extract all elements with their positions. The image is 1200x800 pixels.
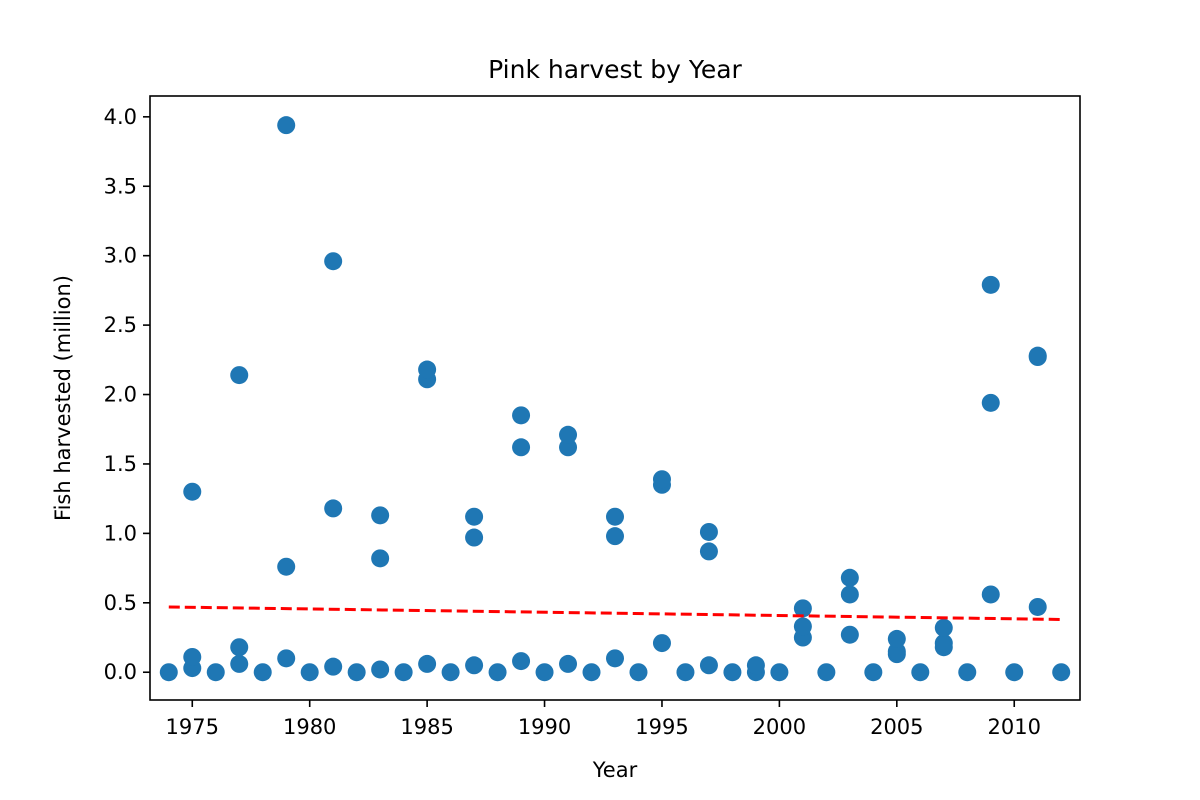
x-tick-label: 1975 — [166, 715, 219, 739]
data-point — [981, 585, 1000, 604]
data-point — [887, 642, 906, 661]
data-point — [606, 649, 624, 668]
data-point — [347, 663, 366, 682]
x-tick-label: 2010 — [988, 715, 1041, 739]
y-tick-label: 0.0 — [104, 660, 137, 684]
data-point — [934, 618, 953, 637]
data-point — [652, 470, 671, 489]
data-point — [371, 549, 390, 568]
data-point — [770, 663, 789, 682]
data-point — [629, 663, 648, 682]
data-point — [535, 663, 554, 682]
data-point — [699, 656, 718, 675]
points-layer — [159, 116, 1071, 682]
data-point — [371, 506, 390, 525]
x-axis-title: Year — [592, 758, 638, 782]
data-point — [887, 629, 906, 648]
data-point — [981, 393, 1000, 412]
data-point — [441, 663, 460, 682]
data-point — [230, 366, 249, 385]
trend-layer — [168, 605, 1062, 621]
data-point — [559, 425, 578, 444]
data-point — [840, 585, 859, 604]
y-axis-title: Fish harvested (million) — [51, 275, 75, 521]
data-point — [465, 507, 484, 526]
data-point — [230, 654, 249, 673]
data-point — [277, 649, 296, 668]
data-point — [277, 116, 296, 135]
trend-line — [168, 605, 1062, 621]
data-point — [793, 617, 812, 636]
data-point — [324, 657, 343, 676]
data-point — [512, 438, 531, 457]
data-point — [817, 663, 836, 682]
data-point — [253, 663, 272, 682]
y-tick-label: 1.0 — [104, 521, 137, 545]
data-point — [512, 652, 531, 671]
data-point — [652, 634, 671, 653]
data-point — [300, 663, 319, 682]
data-point — [981, 275, 1000, 294]
data-point — [606, 507, 624, 526]
data-point — [418, 654, 437, 673]
x-tick-label: 1980 — [283, 715, 336, 739]
y-axis: 0.0 0.5 1.0 1.5 2.0 2.5 3.0 3.5 4.0 — [104, 105, 150, 684]
data-point — [723, 663, 742, 682]
data-point — [1028, 597, 1047, 616]
data-point — [465, 656, 484, 675]
data-point — [934, 634, 953, 653]
data-point — [676, 663, 695, 682]
y-tick-label: 3.0 — [104, 244, 137, 268]
x-tick-label: 1985 — [400, 715, 453, 739]
y-tick-label: 2.0 — [104, 383, 137, 407]
data-point — [183, 647, 202, 666]
chart-title: Pink harvest by Year — [488, 55, 742, 84]
data-point — [418, 360, 437, 379]
data-point — [793, 599, 812, 618]
x-tick-label: 2005 — [870, 715, 923, 739]
x-tick-label: 1995 — [635, 715, 688, 739]
x-tick-label: 2000 — [753, 715, 806, 739]
x-axis: 1975 1980 1985 1990 1995 2000 2005 2010 — [166, 700, 1041, 739]
data-point — [1005, 663, 1024, 682]
data-point — [371, 660, 390, 679]
y-tick-label: 1.5 — [104, 452, 137, 476]
data-point — [465, 528, 484, 547]
data-point — [559, 654, 578, 673]
data-point — [559, 438, 578, 457]
data-point — [277, 557, 296, 576]
data-point — [159, 663, 178, 682]
y-tick-label: 4.0 — [104, 105, 137, 129]
y-tick-label: 3.5 — [104, 174, 137, 198]
data-point — [840, 568, 859, 587]
data-point — [1052, 663, 1071, 682]
data-point — [512, 406, 531, 425]
data-point — [582, 663, 601, 682]
data-point — [864, 663, 883, 682]
data-point — [840, 625, 859, 644]
data-point — [606, 527, 624, 546]
data-point — [183, 482, 202, 501]
data-point — [911, 663, 930, 682]
data-point — [699, 522, 718, 541]
data-point — [324, 499, 343, 518]
y-tick-label: 2.5 — [104, 313, 137, 337]
data-point — [324, 252, 343, 271]
y-tick-label: 0.5 — [104, 591, 137, 615]
data-point — [1028, 346, 1047, 365]
plot-frame — [149, 95, 1081, 701]
data-point — [958, 663, 977, 682]
data-point — [746, 656, 765, 675]
data-point — [488, 663, 507, 682]
data-point — [699, 542, 718, 561]
x-tick-label: 1990 — [518, 715, 571, 739]
data-point — [206, 663, 225, 682]
data-point — [230, 638, 249, 657]
data-point — [394, 663, 413, 682]
